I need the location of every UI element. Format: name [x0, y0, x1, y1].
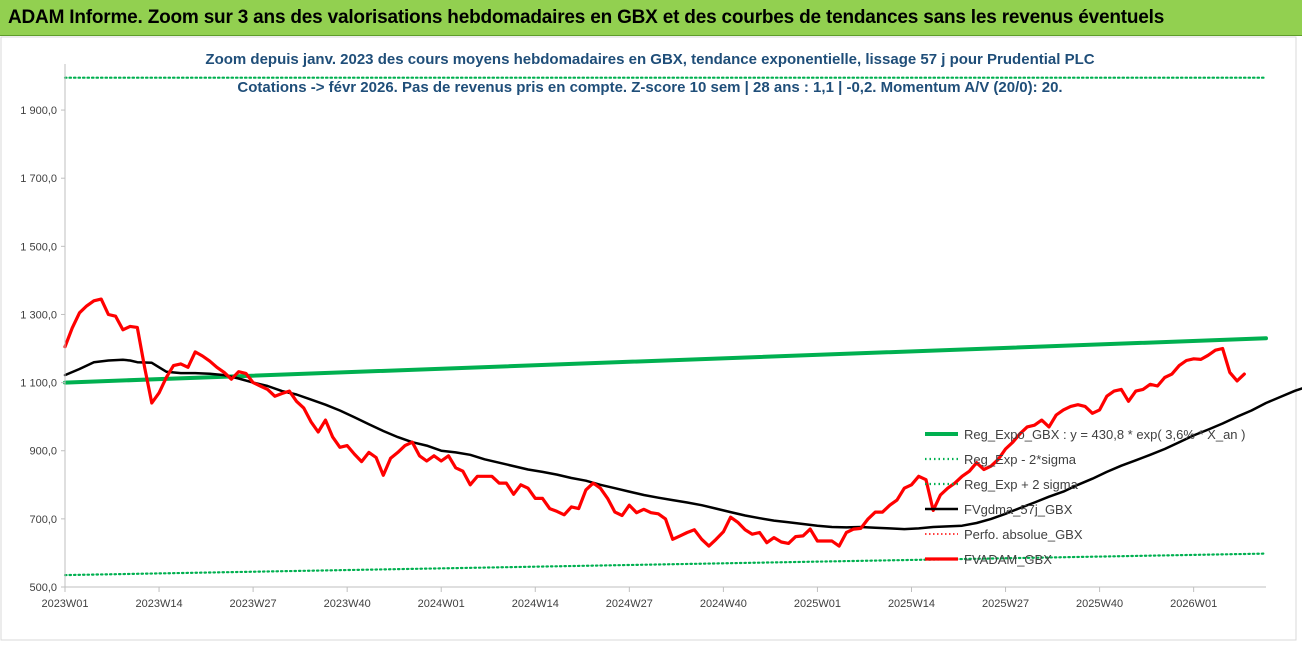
y-tick-label: 500,0	[29, 582, 57, 594]
x-tick-label: 2023W40	[324, 598, 371, 610]
x-tick-label: 2025W27	[982, 598, 1029, 610]
x-tick-label: 2023W14	[136, 598, 183, 610]
x-tick-label: 2023W01	[41, 598, 88, 610]
legend-entry: FVADAM_GBX	[964, 552, 1052, 567]
legend-entry: Perfo. absolue_GBX	[964, 527, 1083, 542]
series-line-0	[63, 336, 1268, 385]
legend-entry: Reg_Exp - 2*sigma	[964, 452, 1077, 467]
chart-subtitle: Cotations -> févr 2026. Pas de revenus p…	[237, 79, 1062, 96]
report-title: ADAM Informe. Zoom sur 3 ans des valoris…	[8, 7, 1165, 28]
x-tick-label: 2025W14	[888, 598, 935, 610]
x-tick-label: 2023W27	[230, 598, 277, 610]
legend-entry: FVgdma_57j_GBX	[964, 502, 1073, 517]
x-tick-label: 2025W40	[1076, 598, 1123, 610]
series-line-1	[63, 552, 1268, 577]
legend-entry: Reg_Expo_GBX : y = 430,8 * exp( 3,6% * X…	[964, 427, 1245, 442]
y-tick-label: 1 300,0	[20, 309, 57, 321]
chart-frame	[0, 36, 1297, 641]
legend: Reg_Expo_GBX : y = 430,8 * exp( 3,6% * X…	[925, 427, 1245, 567]
chart-title: Zoom depuis janv. 2023 des cours moyens …	[205, 51, 1094, 68]
x-tick-label: 2024W14	[512, 598, 559, 610]
y-tick-label: 1 500,0	[20, 241, 57, 253]
legend-entry: Reg_Exp + 2 sigma	[964, 477, 1079, 492]
series-line-5	[63, 297, 1246, 548]
y-tick-label: 1 100,0	[20, 378, 57, 390]
y-tick-label: 900,0	[29, 446, 57, 458]
report-banner: ADAM Informe. Zoom sur 3 ans des valoris…	[0, 0, 1302, 36]
axis-layer: 500,0 700,0 900,0 1 100,0 1 300,0 1 500,0 1 70…	[20, 64, 1266, 610]
x-tick-label: 2024W27	[606, 598, 653, 610]
x-tick-label: 2025W01	[794, 598, 841, 610]
series-layer	[63, 76, 1302, 577]
series-line-3	[63, 358, 1302, 531]
price-chart: 500,0 700,0 900,0 1 100,0 1 300,0 1 500,0 1 70…	[0, 36, 1302, 647]
x-tick-label: 2024W01	[418, 598, 465, 610]
x-tick-label: 2024W40	[700, 598, 747, 610]
y-tick-label: 1 900,0	[20, 105, 57, 117]
y-tick-label: 700,0	[29, 514, 57, 526]
x-tick-label: 2026W01	[1170, 598, 1217, 610]
y-tick-label: 1 700,0	[20, 173, 57, 185]
